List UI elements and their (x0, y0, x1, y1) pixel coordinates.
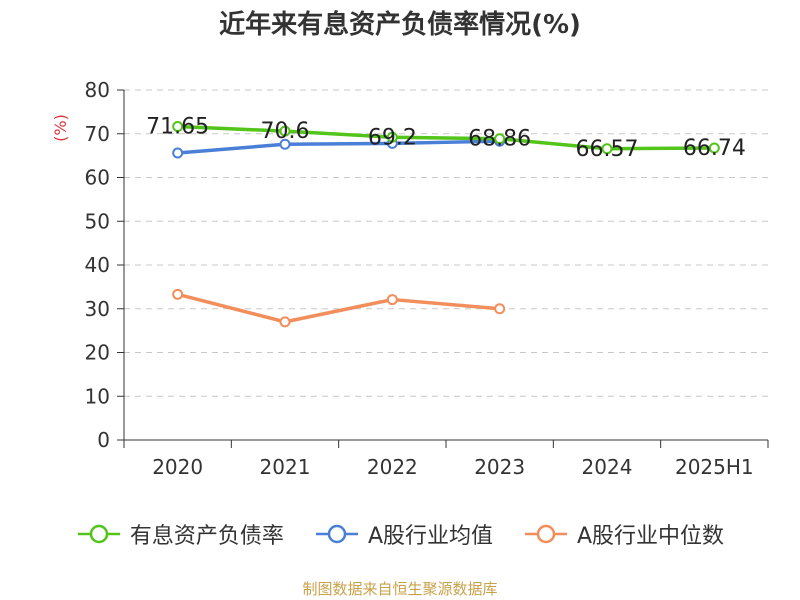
data-point (279, 316, 291, 328)
y-tick-label: 20 (85, 341, 110, 365)
data-labels: 71.65 70.6 69.2 68.86 66.57 66.74 (146, 115, 746, 162)
data-label: 69.2 (368, 125, 417, 150)
legend-marker-icon (525, 524, 567, 544)
y-tick-label: 30 (85, 297, 110, 321)
legend-item-2: A股行业中位数 (523, 518, 724, 550)
data-label: 71.65 (146, 115, 209, 140)
legend-marker-icon (315, 524, 358, 544)
y-axis-label: (%) (51, 114, 70, 142)
data-point (494, 303, 506, 315)
legend-label: 有息资产负债率 (129, 524, 284, 549)
x-tick-label: 2023 (474, 455, 525, 479)
data-label: 70.6 (261, 119, 310, 144)
y-tick-label: 50 (85, 209, 110, 233)
x-tick-label: 2024 (582, 455, 633, 479)
x-tick-label: 2020 (152, 455, 203, 479)
series-layer (172, 121, 720, 328)
y-tick-label: 80 (85, 78, 110, 102)
data-label: 66.57 (576, 137, 639, 162)
y-tick-label: 10 (85, 384, 110, 408)
data-label: 66.74 (683, 136, 746, 161)
axes: 0 10 20 30 40 50 60 70 80 2020 2021 2022 2023 2024 202… (51, 78, 769, 479)
series-line-2 (175, 292, 502, 324)
source-note: 制图数据来自恒生聚源数据库 (302, 580, 498, 598)
legend-marker-icon (77, 524, 120, 544)
data-point (172, 121, 184, 133)
data-point (494, 133, 506, 145)
y-tick-label: 0 (97, 428, 110, 452)
legend: 有息资产负债率 A股行业均值 A股行业中位数 (0, 518, 800, 550)
data-point (386, 294, 398, 306)
legend-item-1: A股行业均值 (314, 518, 493, 550)
data-point (601, 143, 613, 155)
data-label: 68.86 (468, 127, 531, 152)
data-point (708, 142, 720, 154)
series-line-0 (175, 124, 717, 151)
data-point (279, 138, 291, 150)
legend-label: A股行业均值 (367, 524, 493, 549)
series-line-1 (175, 139, 502, 155)
x-tick-label: 2025H1 (675, 455, 754, 479)
grid-lines (124, 89, 768, 397)
data-point (172, 288, 184, 300)
legend-label: A股行业中位数 (577, 524, 725, 549)
legend-item-0: 有息资产负债率 (76, 518, 284, 550)
y-tick-label: 40 (85, 253, 110, 277)
data-point (386, 131, 398, 143)
x-tick-label: 2022 (367, 455, 418, 479)
y-tick-label: 70 (85, 122, 110, 146)
data-point (172, 147, 184, 159)
x-tick-label: 2021 (260, 455, 311, 479)
y-tick-label: 60 (85, 166, 110, 190)
data-point (279, 125, 291, 137)
chart-title: 近年来有息资产负债率情况(%) (219, 10, 581, 40)
